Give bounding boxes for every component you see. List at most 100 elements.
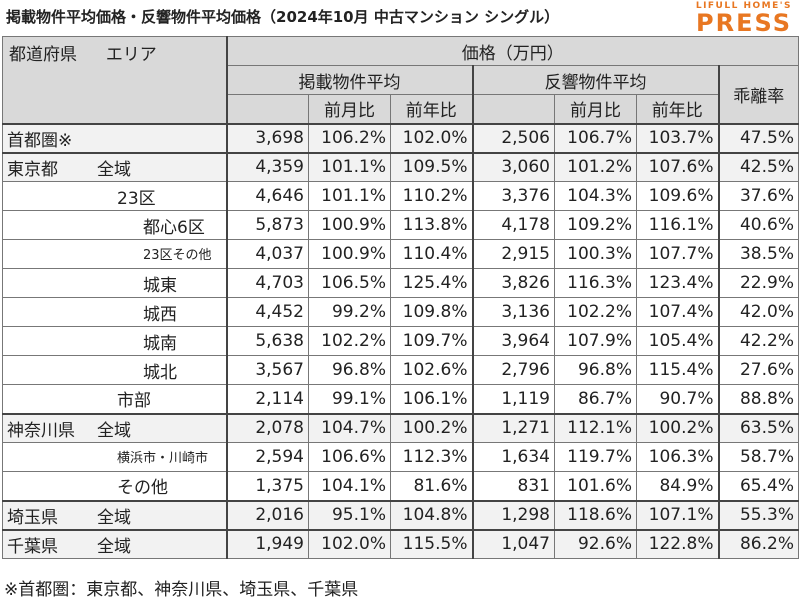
table-row: 横浜市・川崎市 2,594 106.6% 112.3% 1,634 119.7% 106.3… [2,442,799,472]
cell-listing-price: 4,359 [225,151,309,182]
header-response-yoy: 前年比 [636,94,719,124]
row-label: 城西 [2,297,227,327]
cell-response-yoy: 107.1% [636,499,719,530]
header-pref: 都道府県 [9,45,77,65]
table-row: 城北 3,567 96.8% 102.6% 2,796 96.8% 115.4% 27.6% [2,355,799,385]
cell-response-price: 4,178 [471,210,555,240]
cell-gap-rate: 47.5% [717,122,799,153]
cell-response-price: 1,634 [471,442,555,472]
cell-listing-yoy: 102.6% [390,355,473,385]
cell-listing-mom: 104.1% [308,471,391,501]
cell-listing-mom: 100.9% [308,239,391,269]
row-pref: 首都圏※ [7,130,73,151]
table-row: 23区 4,646 101.1% 110.2% 3,376 104.3% 109.6% 37.… [2,181,799,211]
cell-gap-rate: 86.2% [717,528,799,559]
footnote: ※首都圏：東京都、神奈川県、埼玉県、千葉県 [4,580,359,600]
cell-response-mom: 119.7% [554,442,637,472]
cell-listing-yoy: 104.8% [390,499,473,530]
table-row: 神奈川県 全域 2,078 104.7% 100.2% 1,271 112.1% 100.2%… [2,412,799,443]
header-listing-mom: 前月比 [308,94,391,124]
row-area: 23区その他 [143,248,212,263]
table-row: 城南 5,638 102.2% 109.7% 3,964 107.9% 105.4% 42.2… [2,326,799,356]
row-area: 23区 [117,188,156,209]
row-area: 横浜市・川崎市 [117,451,209,466]
cell-listing-mom: 95.1% [308,499,391,530]
cell-listing-price: 1,949 [225,528,309,559]
row-label: 市部 [2,384,227,414]
cell-response-yoy: 109.6% [636,181,719,211]
header-response: 反響物件平均 [471,65,719,95]
cell-listing-mom: 106.6% [308,442,391,472]
cell-listing-price: 2,016 [225,499,309,530]
cell-listing-yoy: 113.8% [390,210,473,240]
cell-response-price: 3,826 [471,268,555,298]
row-pref: 埼玉県 [7,507,58,528]
table-row: 首都圏※ 3,698 106.2% 102.0% 2,506 106.7% 103.7% 47… [2,122,799,153]
cell-response-yoy: 122.8% [636,528,719,559]
cell-gap-rate: 58.7% [717,442,799,472]
cell-response-mom: 112.1% [554,412,637,443]
header-listing: 掲載物件平均 [225,65,473,95]
header-listing-yoy: 前年比 [390,94,473,124]
table-row: その他 1,375 104.1% 81.6% 831 101.6% 84.9% 65.4% [2,471,799,501]
row-label: その他 [2,471,227,501]
cell-listing-yoy: 125.4% [390,268,473,298]
cell-gap-rate: 22.9% [717,268,799,298]
cell-listing-yoy: 110.4% [390,239,473,269]
cell-gap-rate: 88.8% [717,384,799,414]
table-row: 東京都 全域 4,359 101.1% 109.5% 3,060 101.2% 107.6% 4… [2,151,799,182]
cell-response-price: 2,506 [471,122,555,153]
cell-listing-mom: 99.2% [308,297,391,327]
row-label: 首都圏※ [2,122,227,153]
cell-listing-mom: 104.7% [308,412,391,443]
cell-listing-yoy: 109.7% [390,326,473,356]
cell-listing-price: 3,698 [225,122,309,153]
logo-bottom-text: PRESS [696,9,792,37]
header-response-price-blank [471,94,555,124]
cell-response-mom: 86.7% [554,384,637,414]
cell-gap-rate: 42.2% [717,326,799,356]
cell-gap-rate: 38.5% [717,239,799,269]
cell-listing-yoy: 100.2% [390,412,473,443]
cell-response-price: 1,298 [471,499,555,530]
cell-listing-yoy: 109.8% [390,297,473,327]
row-area: 全域 [97,420,131,441]
cell-response-yoy: 123.4% [636,268,719,298]
cell-gap-rate: 27.6% [717,355,799,385]
cell-listing-price: 4,037 [225,239,309,269]
cell-response-price: 2,796 [471,355,555,385]
cell-listing-price: 3,567 [225,355,309,385]
row-label: 神奈川県 全域 [2,412,227,443]
row-label: 千葉県 全域 [2,528,227,559]
row-label: 埼玉県 全域 [2,499,227,530]
row-pref: 千葉県 [7,536,58,557]
cell-response-price: 1,119 [471,384,555,414]
table-row: 市部 2,114 99.1% 106.1% 1,119 86.7% 90.7% 88.8% [2,384,799,414]
cell-gap-rate: 37.6% [717,181,799,211]
logo-top-text: LIFULL HOME'S [695,1,792,11]
cell-response-mom: 107.9% [554,326,637,356]
cell-gap-rate: 42.0% [717,297,799,327]
cell-listing-price: 5,873 [225,210,309,240]
cell-listing-price: 4,452 [225,297,309,327]
cell-response-price: 3,376 [471,181,555,211]
cell-gap-rate: 65.4% [717,471,799,501]
price-table: 都道府県 エリア 価格（万円） 掲載物件平均 反響物件平均 乖離率 前月比 前年… [2,36,799,559]
cell-response-price: 1,047 [471,528,555,559]
header-price: 価格（万円） [225,36,799,66]
header-response-mom: 前月比 [554,94,637,124]
cell-response-mom: 100.3% [554,239,637,269]
cell-listing-mom: 102.2% [308,326,391,356]
header-listing-price-blank [225,94,309,124]
cell-response-yoy: 107.4% [636,297,719,327]
cell-response-price: 3,964 [471,326,555,356]
brand-logo: LIFULL HOME'S PRESS [695,0,792,37]
cell-listing-price: 4,646 [225,181,309,211]
row-label: 横浜市・川崎市 [2,442,227,472]
cell-listing-mom: 102.0% [308,528,391,559]
cell-response-mom: 118.6% [554,499,637,530]
row-area: 全域 [97,159,131,180]
cell-listing-yoy: 112.3% [390,442,473,472]
cell-response-yoy: 106.3% [636,442,719,472]
cell-response-mom: 101.2% [554,151,637,182]
